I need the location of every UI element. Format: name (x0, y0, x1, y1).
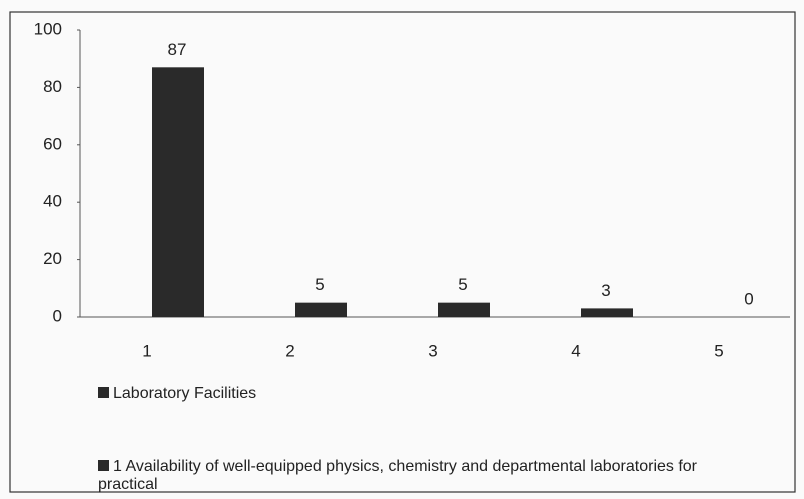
x-tick-label: 2 (285, 341, 294, 360)
bar (152, 67, 204, 317)
value-label: 5 (458, 275, 467, 294)
y-tick-label: 20 (43, 249, 62, 268)
legend-label: Laboratory Facilities (113, 385, 257, 402)
x-tick-label: 5 (714, 341, 723, 360)
x-tick-label: 1 (142, 341, 151, 360)
legend-note: 1 Availability of well-equipped physics,… (98, 458, 758, 494)
bar (581, 308, 633, 317)
note-text: 1 Availability of well-equipped physics,… (98, 458, 698, 493)
x-tick-label: 3 (428, 341, 437, 360)
y-tick-label: 40 (43, 192, 62, 211)
legend-entry: Laboratory Facilities (98, 385, 256, 403)
y-tick-label: 60 (43, 134, 62, 153)
frame (9, 11, 796, 493)
y-tick-label: 100 (34, 19, 62, 38)
value-label: 5 (315, 275, 324, 294)
legend-swatch (98, 387, 109, 398)
bar (295, 302, 347, 317)
bar (438, 302, 490, 317)
value-label: 0 (744, 289, 753, 308)
value-label: 87 (168, 40, 187, 59)
y-tick-label: 0 (53, 306, 62, 325)
x-tick-label: 4 (571, 341, 580, 360)
value-label: 3 (601, 281, 610, 300)
y-tick-label: 80 (43, 77, 62, 96)
legend-swatch (98, 460, 109, 471)
